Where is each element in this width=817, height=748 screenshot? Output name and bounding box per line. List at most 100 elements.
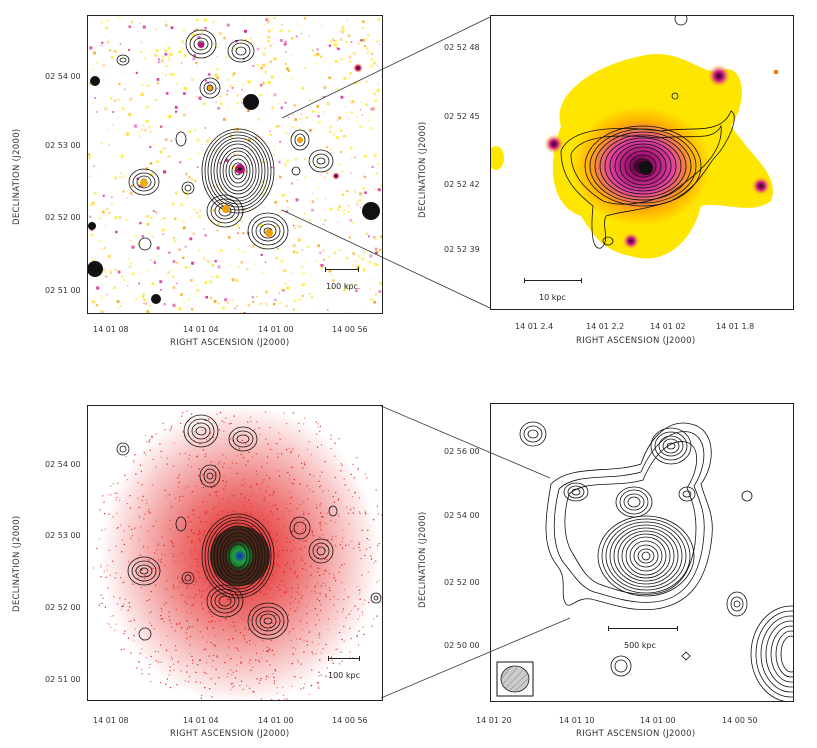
noise-speck [100, 297, 103, 300]
source-blob [90, 76, 100, 86]
noise-speck [266, 22, 269, 24]
noise-speck [232, 75, 235, 78]
xray-photon [375, 489, 377, 491]
noise-speck [101, 248, 103, 250]
noise-speck [265, 188, 268, 191]
xray-photon [235, 670, 237, 672]
xtick: 14 01 08 [93, 716, 129, 725]
xray-photon [292, 529, 294, 531]
xray-photon [330, 434, 332, 436]
noise-speck [274, 201, 277, 204]
xray-photon [292, 483, 294, 485]
noise-speck [329, 121, 331, 123]
xray-photon [333, 596, 335, 598]
xray-photon [216, 491, 218, 493]
noise-speck [139, 22, 141, 24]
noise-speck [130, 239, 132, 242]
xray-photon [273, 566, 275, 568]
noise-speck [217, 149, 219, 152]
xray-photon [205, 510, 207, 512]
xray-photon [312, 653, 314, 655]
noise-speck [365, 80, 368, 83]
xray-photon [243, 505, 245, 507]
ytick: 02 51 00 [45, 675, 81, 684]
xtick: 14 01 2.4 [515, 322, 554, 331]
xray-photon [341, 638, 343, 640]
xray-photon [286, 449, 288, 451]
xray-photon [178, 623, 180, 625]
xray-photon [180, 627, 182, 629]
xtick: 14 01 04 [183, 325, 219, 334]
xray-photon [128, 525, 130, 528]
xray-photon [148, 559, 150, 561]
xray-photon [186, 582, 188, 584]
xray-photon [345, 506, 348, 508]
xray-photon [369, 546, 371, 548]
noise-speck [260, 139, 262, 141]
xray-photon [210, 523, 212, 526]
noise-speck [113, 50, 117, 53]
xray-photon [343, 625, 345, 628]
xray-photon [258, 525, 260, 527]
xtick: 14 01 2.2 [586, 322, 625, 331]
noise-speck [234, 47, 237, 50]
noise-speck [378, 290, 382, 293]
xray-photon [285, 537, 287, 539]
noise-speck [265, 302, 269, 306]
xray-photon [311, 669, 313, 671]
noise-speck [206, 138, 210, 142]
xray-photon [255, 652, 258, 654]
xray-photon [186, 620, 188, 622]
noise-speck [269, 60, 272, 64]
ytick: 02 52 00 [444, 578, 480, 587]
xray-photon [311, 532, 313, 534]
xray-photon [182, 412, 184, 414]
noise-speck [332, 279, 335, 282]
noise-speck [271, 285, 274, 287]
xray-photon [290, 452, 292, 454]
xray-photon [302, 568, 304, 570]
xray-photon [267, 443, 269, 445]
noise-speck [184, 87, 187, 90]
noise-speck [116, 54, 118, 57]
xray-photon [325, 593, 327, 596]
xray-photon [195, 671, 197, 674]
noise-speck [219, 99, 221, 101]
noise-speck [284, 101, 287, 104]
noise-speck [368, 115, 370, 117]
xray-photon [210, 678, 212, 680]
xray-photon [265, 593, 267, 595]
noise-speck [255, 136, 257, 139]
noise-speck [195, 62, 198, 64]
noise-speck [103, 79, 105, 81]
xray-photon [262, 640, 264, 642]
xray-photon [226, 676, 228, 678]
xray-photon [202, 487, 204, 489]
xray-photon [200, 697, 202, 699]
xray-photon [102, 597, 104, 599]
xray-photon [360, 558, 362, 560]
noise-speck [246, 267, 249, 271]
noise-speck [304, 158, 307, 161]
noise-speck [332, 133, 336, 136]
noise-speck [349, 60, 352, 63]
noise-speck [231, 280, 234, 282]
noise-speck [134, 298, 137, 301]
noise-speck [146, 269, 148, 272]
xray-photon [265, 490, 267, 492]
noise-speck [276, 205, 278, 207]
xray-photon [296, 508, 298, 510]
noise-speck [159, 280, 163, 284]
xray-photon [128, 602, 130, 604]
xray-photon [373, 562, 375, 564]
xray-photon [363, 633, 365, 635]
xray-photon [318, 671, 320, 673]
noise-speck [145, 119, 149, 123]
noise-speck [140, 41, 143, 44]
source-blob [88, 222, 96, 230]
noise-speck [193, 208, 196, 211]
xray-photon [320, 512, 322, 514]
noise-speck [279, 140, 281, 143]
noise-speck [285, 131, 288, 134]
noise-speck [100, 295, 102, 297]
